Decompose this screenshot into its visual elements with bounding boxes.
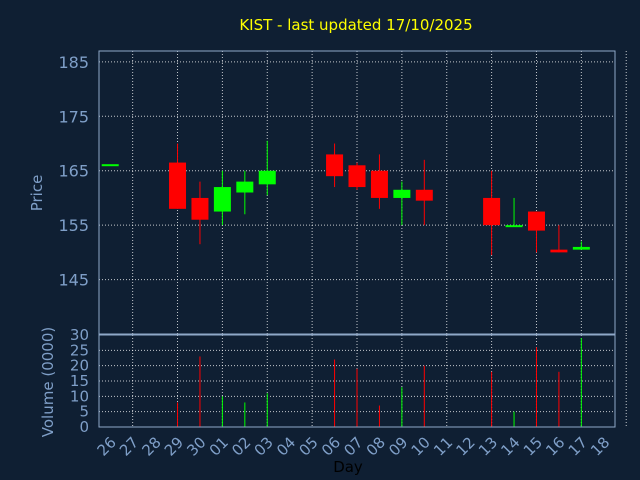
candle-body (572, 246, 590, 250)
candle-15 (527, 211, 545, 253)
volume-tick-0: 0 (79, 418, 89, 436)
volume-grid (99, 334, 627, 428)
candle-17 (572, 241, 590, 250)
candle-body (505, 225, 523, 228)
candles (101, 140, 590, 256)
candle-body (191, 197, 209, 220)
candle-body (393, 189, 411, 198)
price-tick-185: 185 (58, 53, 89, 72)
candle-body (213, 187, 231, 212)
candle-03 (258, 140, 276, 196)
volume-tick-25: 25 (70, 341, 89, 359)
candle-09 (393, 181, 411, 226)
volume-tick-15: 15 (70, 372, 89, 390)
candle-06 (326, 143, 344, 188)
chart-title: KIST - last updated 17/10/2025 (239, 16, 472, 34)
candle-body (415, 189, 433, 201)
price-tick-165: 165 (58, 162, 89, 181)
candle-body (348, 165, 366, 188)
volume-tick-20: 20 (70, 357, 89, 375)
volume-tick-30: 30 (70, 326, 89, 344)
candle-26 (101, 164, 119, 167)
candle-07 (348, 162, 366, 190)
day-tick-labels: 2627282930010203040506070809101112131415… (94, 433, 614, 459)
volume-tick-10: 10 (70, 387, 89, 405)
candle-body (550, 249, 568, 253)
candle-30 (191, 181, 209, 245)
candle-01 (213, 170, 231, 226)
price-tick-145: 145 (58, 271, 89, 290)
candle-body (236, 181, 254, 193)
candle-body (326, 154, 344, 177)
candle-10 (415, 159, 433, 226)
day-tick-22: 18 (587, 433, 613, 459)
x-axis-label: Day (333, 458, 363, 476)
candle-29 (169, 143, 187, 209)
volume-panel-frame (98, 334, 616, 428)
candle-13 (483, 170, 501, 256)
volume-tick-5: 5 (79, 403, 89, 421)
candle-body (169, 162, 187, 209)
volume-axis-label: Volume (0000) (39, 327, 57, 437)
price-tick-175: 175 (58, 107, 89, 126)
candle-16 (550, 225, 568, 253)
candle-body (483, 197, 501, 226)
candle-body (101, 164, 119, 167)
price-panel-frame (98, 50, 616, 335)
candle-body (370, 170, 388, 198)
candle-body (527, 211, 545, 231)
price-tick-155: 155 (58, 216, 89, 235)
candle-14 (505, 197, 523, 228)
price-axis-label: Price (28, 175, 46, 212)
candle-08 (370, 154, 388, 209)
price-tick-labels: 145 155 165 175 185 (58, 53, 89, 290)
candle-body (258, 170, 276, 185)
candle-02 (236, 170, 254, 215)
volume-bars (177, 338, 582, 427)
